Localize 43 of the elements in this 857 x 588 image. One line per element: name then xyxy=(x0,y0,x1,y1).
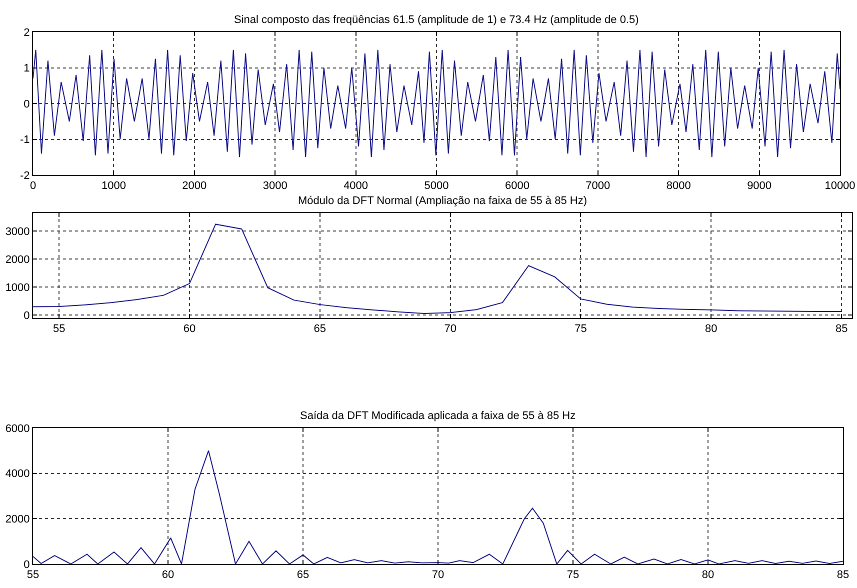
x-tick-label: 5000 xyxy=(424,180,449,192)
chart-title: Sinal composto das freqüências 61.5 (amplitude de 1) e 73.4 Hz (amplitude de 0.5) xyxy=(234,14,639,26)
y-tick-label: -2 xyxy=(20,170,30,182)
chart-title: Módulo da DFT Normal (Ampliação na faixa de 55 à 85 Hz) xyxy=(298,195,587,207)
x-tick-label: 7000 xyxy=(586,180,610,192)
x-tick-label: 4000 xyxy=(344,180,368,192)
y-tick-label: 0 xyxy=(24,558,30,571)
y-tick-label: -1 xyxy=(20,134,30,146)
x-tick-label: 2000 xyxy=(182,180,207,192)
line-series xyxy=(33,49,840,158)
x-tick-label: 65 xyxy=(296,569,310,582)
y-tick-label: 0 xyxy=(24,310,30,322)
x-tick-label: 75 xyxy=(566,569,580,582)
y-tick-label: 2 xyxy=(24,26,30,39)
line-series xyxy=(33,450,843,564)
x-tick-label: 9000 xyxy=(747,180,772,192)
x-tick-label: 6000 xyxy=(504,180,530,192)
y-tick-label: 1 xyxy=(24,62,30,75)
chart-title: Saída da DFT Modificada aplicada a faixa de 55 à 85 Hz xyxy=(300,410,576,422)
x-tick-label: 85 xyxy=(836,569,850,582)
y-tick-label: 2000 xyxy=(5,514,30,526)
y-tick-label: 0 xyxy=(24,98,30,110)
x-tick-label: 55 xyxy=(52,323,66,336)
line-series xyxy=(33,224,842,314)
x-tick-label: 60 xyxy=(162,569,174,582)
x-tick-label: 1000 xyxy=(101,180,126,192)
y-tick-label: 4000 xyxy=(5,468,30,480)
x-tick-label: 3000 xyxy=(262,180,288,192)
y-tick-label: 6000 xyxy=(5,422,30,435)
y-tick-label: 2000 xyxy=(5,254,30,266)
x-tick-label: 10000 xyxy=(824,180,856,192)
x-tick-label: 55 xyxy=(26,569,40,582)
x-tick-label: 8000 xyxy=(666,180,691,192)
x-tick-label: 80 xyxy=(702,569,714,582)
y-tick-label: 1000 xyxy=(5,282,30,294)
x-tick-label: 75 xyxy=(574,323,587,336)
x-tick-label: 70 xyxy=(444,323,456,336)
x-tick-label: 60 xyxy=(183,323,196,336)
x-tick-label: 65 xyxy=(314,323,326,336)
x-tick-label: 85 xyxy=(835,323,848,336)
x-tick-label: 80 xyxy=(705,323,718,336)
x-tick-label: 70 xyxy=(432,569,444,582)
y-tick-label: 3000 xyxy=(5,226,30,238)
